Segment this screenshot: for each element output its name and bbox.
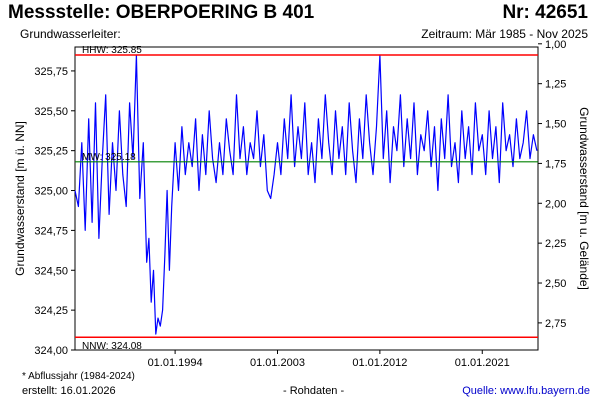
page-title: Messstelle: OBERPOERING B 401 bbox=[8, 2, 315, 23]
chart-axes: 324,00 324,25 324,50 324,75 325,00 325,25 325,… bbox=[13, 39, 591, 369]
x-tick-label: 01.01.2021 bbox=[455, 357, 510, 369]
mw-label: MW: 325.18 bbox=[82, 152, 136, 163]
x-tick-label: 01.01.2012 bbox=[352, 357, 407, 369]
x-tick-label: 01.01.2003 bbox=[250, 357, 305, 369]
right-tick-label: 1,75 bbox=[545, 158, 566, 170]
right-tick-label: 2,75 bbox=[545, 318, 566, 330]
chart-frame bbox=[74, 46, 539, 351]
left-tick-label: 325,50 bbox=[34, 106, 68, 118]
created-date: erstellt: 16.01.2026 bbox=[22, 385, 116, 397]
left-tick-label: 324,75 bbox=[34, 225, 68, 237]
aquifer-label: Grundwasserleiter: bbox=[20, 27, 121, 41]
raw-data-label: - Rohdaten - bbox=[283, 385, 345, 397]
station-number: Nr: 42651 bbox=[502, 2, 588, 23]
source-link[interactable]: Quelle: www.lfu.bayern.de bbox=[462, 385, 590, 397]
y-axis-title-left: Grundwasserstand [m ü. NN] bbox=[13, 121, 27, 276]
right-tick-label: 2,50 bbox=[545, 278, 566, 290]
chart-series-group bbox=[74, 54, 538, 335]
series-line-0 bbox=[74, 54, 538, 335]
left-tick-label: 324,00 bbox=[34, 345, 68, 357]
right-tick-label: 1,50 bbox=[545, 119, 566, 131]
footnote: * Abflussjahr (1984-2024) bbox=[22, 371, 135, 382]
right-tick-label: 2,25 bbox=[545, 238, 566, 250]
y-axis-title-right: Grundwasserstand [m u. Gelände] bbox=[577, 107, 591, 290]
plot-area bbox=[74, 46, 539, 351]
left-tick-label: 324,50 bbox=[34, 265, 68, 277]
left-tick-label: 324,25 bbox=[34, 305, 68, 317]
x-tick-label: 01.01.1994 bbox=[148, 357, 203, 369]
right-tick-label: 1,25 bbox=[545, 79, 566, 91]
nnw-label: NNW: 324.08 bbox=[82, 341, 142, 352]
left-tick-label: 325,00 bbox=[34, 186, 68, 198]
left-tick-label: 325,75 bbox=[34, 66, 68, 78]
right-tick-label: 1,00 bbox=[545, 39, 566, 51]
period-label: Zeitraum: Mär 1985 - Nov 2025 bbox=[421, 27, 588, 41]
left-tick-label: 325,25 bbox=[34, 146, 68, 158]
right-tick-label: 2,00 bbox=[545, 198, 566, 210]
hhw-label: HHW: 325.85 bbox=[82, 45, 142, 56]
reference-lines: HHW: 325.85 MW: 325.18 NNW: 324.08 bbox=[75, 45, 538, 352]
